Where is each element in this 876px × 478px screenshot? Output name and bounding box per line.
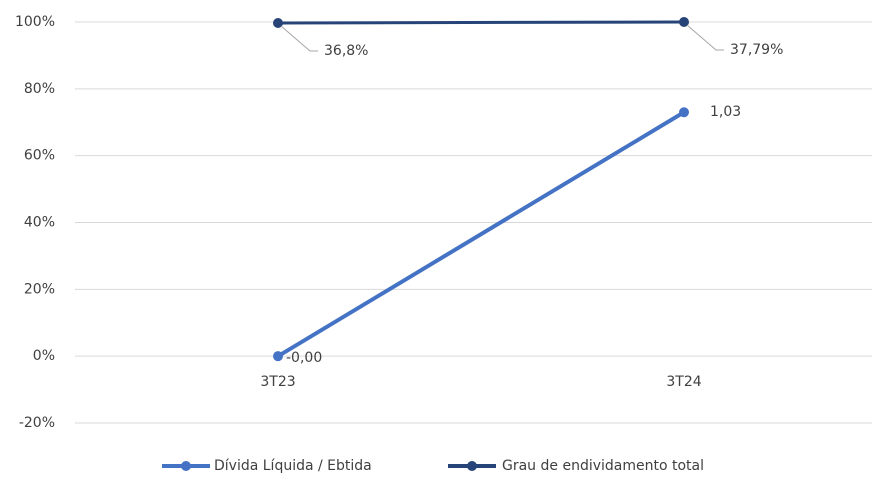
y-tick-label: 40%	[24, 215, 55, 231]
data-label: -0,00	[286, 350, 322, 366]
leader-line	[280, 25, 318, 52]
series-line	[276, 110, 686, 358]
data-label: 1,03	[710, 104, 741, 120]
y-tick-label: 0%	[33, 348, 55, 364]
legend-marker	[467, 461, 477, 471]
y-tick-label: 80%	[24, 81, 55, 97]
legend-label: Dívida Líquida / Ebtida	[214, 458, 372, 474]
data-point	[273, 351, 283, 362]
data-point	[273, 18, 283, 29]
legend-marker	[181, 461, 191, 471]
data-point	[679, 17, 689, 27]
legend-label: Grau de endividamento total	[502, 458, 704, 474]
y-tick-label: -20%	[19, 415, 55, 431]
series-line	[277, 20, 685, 25]
data-label: 37,79%	[730, 42, 783, 58]
x-tick-label: 3T24	[666, 374, 701, 390]
data-point	[679, 107, 689, 118]
data-label: 36,8%	[324, 43, 368, 59]
y-tick-label: 100%	[15, 14, 55, 30]
x-tick-label: 3T23	[260, 374, 295, 390]
y-tick-label: 60%	[24, 148, 55, 164]
leader-line	[686, 24, 724, 51]
y-tick-label: 20%	[24, 281, 55, 297]
